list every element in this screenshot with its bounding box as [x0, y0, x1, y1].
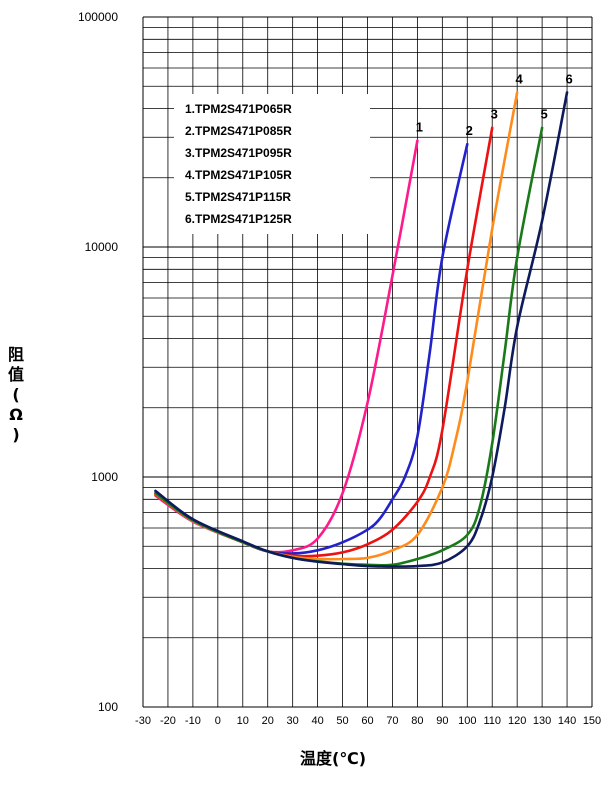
x-tick-label: 70	[386, 715, 398, 727]
legend-item: 6.TPM2S471P125R	[185, 212, 292, 226]
x-tick-label: 10	[237, 715, 249, 727]
legend-item: 4.TPM2S471P105R	[185, 168, 292, 182]
series-5-label: 5	[540, 107, 547, 122]
curves	[154, 91, 569, 568]
x-tick-label: 30	[287, 715, 299, 727]
legend-item: 2.TPM2S471P085R	[185, 124, 292, 138]
x-tick-label: 60	[361, 715, 373, 727]
series-4-label: 4	[516, 71, 524, 86]
series-2-label: 2	[466, 123, 473, 138]
x-tick-label: 80	[411, 715, 423, 727]
legend-box	[174, 94, 370, 234]
y-tick-label: 10000	[85, 240, 119, 254]
x-tick-label: -10	[185, 715, 201, 727]
x-tick-label: 120	[508, 715, 526, 727]
x-tick-label: 140	[558, 715, 576, 727]
series-6-label: 6	[565, 71, 572, 86]
x-tick-label: 50	[336, 715, 348, 727]
x-tick-label: -20	[160, 715, 176, 727]
y-tick-label: 100000	[78, 10, 118, 24]
legend-item: 1.TPM2S471P065R	[185, 102, 292, 116]
x-tick-label: 100	[458, 715, 476, 727]
legend-item: 3.TPM2S471P095R	[185, 146, 292, 160]
legend: 1.TPM2S471P065R 2.TPM2S471P085R 3.TPM2S4…	[174, 94, 370, 234]
x-tick-label: 20	[262, 715, 274, 727]
series-6-line	[154, 91, 569, 568]
x-tick-label: -30	[135, 715, 151, 727]
series-1-label: 1	[416, 120, 423, 135]
x-tick-label: 150	[583, 715, 601, 727]
x-tick-label: 90	[436, 715, 448, 727]
x-tick-label: 0	[215, 715, 221, 727]
x-tick-label: 40	[311, 715, 323, 727]
x-axis-ticks: -30 -20 -10 0 10 20 30 40 50 60 70 80 90 100 110 120 130…	[135, 715, 601, 727]
x-tick-label: 130	[533, 715, 551, 727]
curve-labels: 1 2 3 4 5 6	[416, 71, 573, 138]
y-tick-label: 100	[98, 700, 118, 714]
x-axis-label: 温度(℃)	[300, 749, 367, 768]
y-axis-ticks: 100 1000 10000 100000	[78, 10, 118, 714]
legend-item: 5.TPM2S471P115R	[185, 190, 291, 204]
series-3-label: 3	[491, 107, 498, 122]
y-tick-label: 1000	[91, 470, 118, 484]
x-tick-label: 110	[483, 715, 501, 727]
y-axis-label: 阻值(Ω)	[7, 345, 24, 444]
